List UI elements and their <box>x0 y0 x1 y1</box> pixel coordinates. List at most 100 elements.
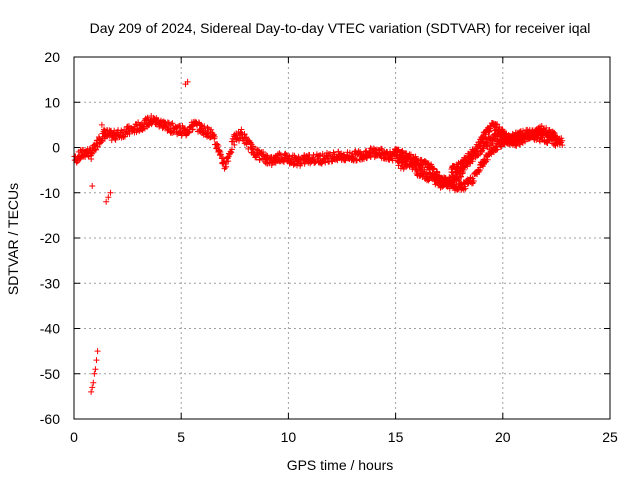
chart-title: Day 209 of 2024, Sidereal Day-to-day VTE… <box>90 20 591 36</box>
data-point <box>228 149 235 156</box>
data-point <box>353 157 360 164</box>
data-point <box>103 198 110 205</box>
data-point <box>101 135 108 142</box>
data-point <box>225 158 232 165</box>
data-point <box>189 126 196 133</box>
data-point <box>543 124 550 131</box>
data-point <box>98 121 105 128</box>
y-tick-label: -20 <box>40 230 60 246</box>
data-point <box>363 147 370 154</box>
data-point <box>181 125 188 132</box>
data-point <box>512 142 519 149</box>
data-point <box>515 138 522 145</box>
data-point <box>93 357 100 364</box>
data-point <box>461 183 468 190</box>
y-tick-label: 0 <box>52 140 60 156</box>
data-point <box>94 348 101 355</box>
data-point <box>204 124 211 131</box>
y-tick-label: -30 <box>40 275 60 291</box>
y-tick-label: -50 <box>40 366 60 382</box>
grid-layer <box>74 57 610 419</box>
data-point <box>211 135 218 142</box>
data-point <box>208 126 215 133</box>
data-point <box>449 169 456 176</box>
y-axis-label: SDTVAR / TECUs <box>5 183 21 295</box>
data-point <box>143 115 150 122</box>
data-point <box>362 148 369 155</box>
data-point <box>316 152 323 159</box>
data-point <box>322 159 329 166</box>
data-point <box>554 138 561 145</box>
data-point <box>88 150 95 157</box>
data-point <box>559 142 566 149</box>
data-point <box>90 379 97 386</box>
data-point <box>476 143 483 150</box>
data-point <box>470 178 477 185</box>
data-point <box>551 141 558 148</box>
data-point <box>408 160 415 167</box>
data-point <box>276 150 283 157</box>
x-tick-label: 5 <box>177 429 185 445</box>
data-point <box>184 78 191 85</box>
data-point <box>217 148 224 155</box>
data-point <box>216 148 223 155</box>
data-point <box>298 159 305 166</box>
data-point <box>169 120 176 127</box>
data-point <box>105 194 112 201</box>
x-tick-label: 10 <box>281 429 297 445</box>
data-point <box>89 384 96 391</box>
data-point <box>91 370 98 377</box>
x-tick-label: 0 <box>70 429 78 445</box>
data-point <box>250 143 257 150</box>
data-point <box>201 123 208 130</box>
data-point <box>553 137 560 144</box>
data-point <box>231 141 238 148</box>
data-point <box>460 166 467 173</box>
data-point <box>169 130 176 137</box>
x-tick-label: 15 <box>388 429 404 445</box>
x-axis-label: GPS time / hours <box>287 457 394 473</box>
data-point <box>434 169 441 176</box>
data-point <box>157 117 164 124</box>
data-point <box>469 175 476 182</box>
data-point <box>463 158 470 164</box>
data-point <box>499 127 506 134</box>
data-point <box>164 119 171 126</box>
data-point <box>310 152 317 159</box>
data-point <box>364 154 371 161</box>
data-point <box>107 189 114 196</box>
data-point <box>178 129 185 136</box>
data-point <box>228 146 235 153</box>
data-point <box>280 159 287 166</box>
y-tick-label: -10 <box>40 185 60 201</box>
data-point <box>314 155 321 162</box>
y-tick-label: 10 <box>44 94 60 110</box>
data-point <box>486 129 493 136</box>
data-point <box>425 177 432 184</box>
data-point <box>283 152 290 159</box>
data-point <box>482 131 489 138</box>
data-point <box>449 179 456 186</box>
data-point <box>88 388 95 395</box>
data-point <box>168 121 175 128</box>
data-point <box>135 119 142 126</box>
data-point <box>92 366 99 373</box>
data-point <box>554 133 561 140</box>
data-point <box>263 156 270 163</box>
data-point <box>215 143 222 150</box>
data-point <box>456 166 463 173</box>
data-point <box>94 143 101 150</box>
data-point <box>458 173 465 180</box>
x-tick-label: 20 <box>495 429 511 445</box>
points-layer <box>71 78 566 395</box>
data-point <box>421 166 428 173</box>
y-tick-label: 20 <box>44 49 60 65</box>
data-point <box>522 138 529 145</box>
data-point <box>493 121 500 128</box>
data-point <box>112 136 119 143</box>
x-tick-label: 25 <box>602 429 618 445</box>
y-tick-label: -40 <box>40 321 60 337</box>
data-point <box>89 182 96 189</box>
data-point <box>101 126 108 133</box>
